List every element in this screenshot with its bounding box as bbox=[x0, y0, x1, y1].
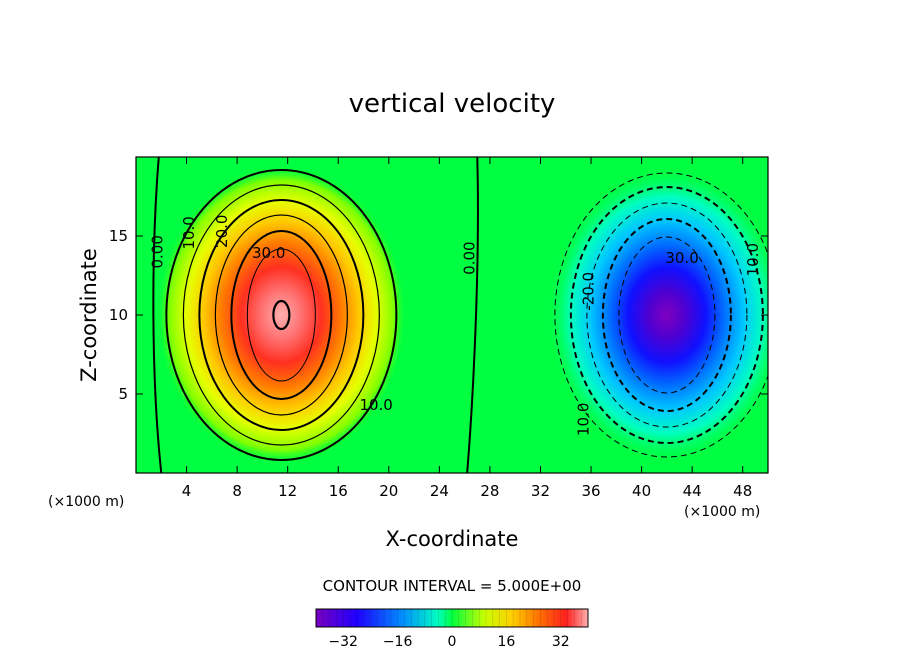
contour-label: 10.0 bbox=[180, 216, 198, 249]
colorbar-ticks: −32 −16 0 16 32 bbox=[328, 634, 569, 650]
colorbar-frame bbox=[315, 608, 589, 628]
contour-label: 10.0 bbox=[575, 403, 593, 436]
x-tick-label: 12 bbox=[278, 482, 297, 500]
colorbar-gradient bbox=[316, 609, 588, 627]
downdraft-contour bbox=[554, 172, 768, 458]
y-axis: 5 10 15 bbox=[109, 227, 768, 403]
x-tick-label: 4 bbox=[182, 482, 192, 500]
x-axis-label: X-coordinate bbox=[386, 527, 519, 551]
updraft-contour bbox=[214, 214, 348, 416]
chart-title: vertical velocity bbox=[349, 89, 556, 119]
x-tick-label: 24 bbox=[430, 482, 449, 500]
x-tick-label: 36 bbox=[581, 482, 600, 500]
y-tick-label: 10 bbox=[109, 306, 128, 324]
x-tick-label: 48 bbox=[733, 482, 752, 500]
x-unit-left: (×1000 m) bbox=[48, 494, 124, 510]
colorbar: −32 −16 0 16 32 bbox=[315, 608, 589, 650]
colorbar-tick-label: 0 bbox=[448, 634, 457, 650]
x-tick-label: 40 bbox=[632, 482, 651, 500]
x-tick-label: 20 bbox=[379, 482, 398, 500]
downdraft-contour bbox=[586, 202, 748, 428]
contour-labels: 0.00 10.0 20.0 30.0 10.0 0.00 -20.0 30.0 10.0 10.… bbox=[149, 215, 762, 436]
updraft-contour bbox=[182, 184, 380, 446]
updraft-contour bbox=[165, 169, 398, 461]
zero-contour-left bbox=[152, 157, 163, 473]
contour-label: 30.0 bbox=[665, 249, 698, 267]
contour-lines bbox=[152, 157, 768, 473]
x-tick-label: 32 bbox=[531, 482, 550, 500]
colorbar-tick-label: 16 bbox=[497, 634, 515, 650]
x-tick-label: 8 bbox=[232, 482, 242, 500]
contour-label: 30.0 bbox=[252, 244, 285, 262]
contour-label: 0.00 bbox=[461, 241, 479, 274]
x-tick-label: 16 bbox=[329, 482, 348, 500]
downdraft-contour bbox=[601, 218, 732, 412]
y-tick-label: 15 bbox=[109, 227, 128, 245]
contour-label: 10.0 bbox=[359, 396, 392, 414]
colorbar-tick-label: −16 bbox=[383, 634, 413, 650]
contour-label: 0.00 bbox=[149, 235, 167, 268]
updraft-fill bbox=[156, 165, 407, 465]
y-tick-label: 5 bbox=[118, 385, 128, 403]
x-unit-right: (×1000 m) bbox=[684, 504, 760, 520]
plot-area bbox=[136, 157, 768, 473]
colorbar-tick-label: −32 bbox=[328, 634, 358, 650]
colorbar-tick-label: 32 bbox=[552, 634, 570, 650]
y-axis-label: Z-coordinate bbox=[77, 248, 101, 382]
updraft-contour bbox=[198, 199, 365, 431]
updraft-contour bbox=[246, 248, 316, 382]
x-tick-label: 28 bbox=[480, 482, 499, 500]
contour-label: 20.0 bbox=[213, 215, 231, 248]
colorbar-bands bbox=[315, 609, 589, 627]
contour-interval: CONTOUR INTERVAL = 5.000E+00 bbox=[323, 577, 582, 595]
updraft-contour bbox=[230, 230, 333, 400]
x-axis: 4 8 12 16 20 24 28 32 36 40 44 48 bbox=[182, 157, 752, 500]
contour-label: -20.0 bbox=[580, 272, 598, 311]
contour-label: 10.0 bbox=[744, 243, 762, 276]
downdraft-contour bbox=[618, 236, 716, 394]
downdraft-fill bbox=[546, 167, 768, 463]
zero-contour-middle bbox=[466, 157, 479, 473]
x-tick-label: 44 bbox=[683, 482, 702, 500]
updraft-contour bbox=[272, 299, 291, 331]
